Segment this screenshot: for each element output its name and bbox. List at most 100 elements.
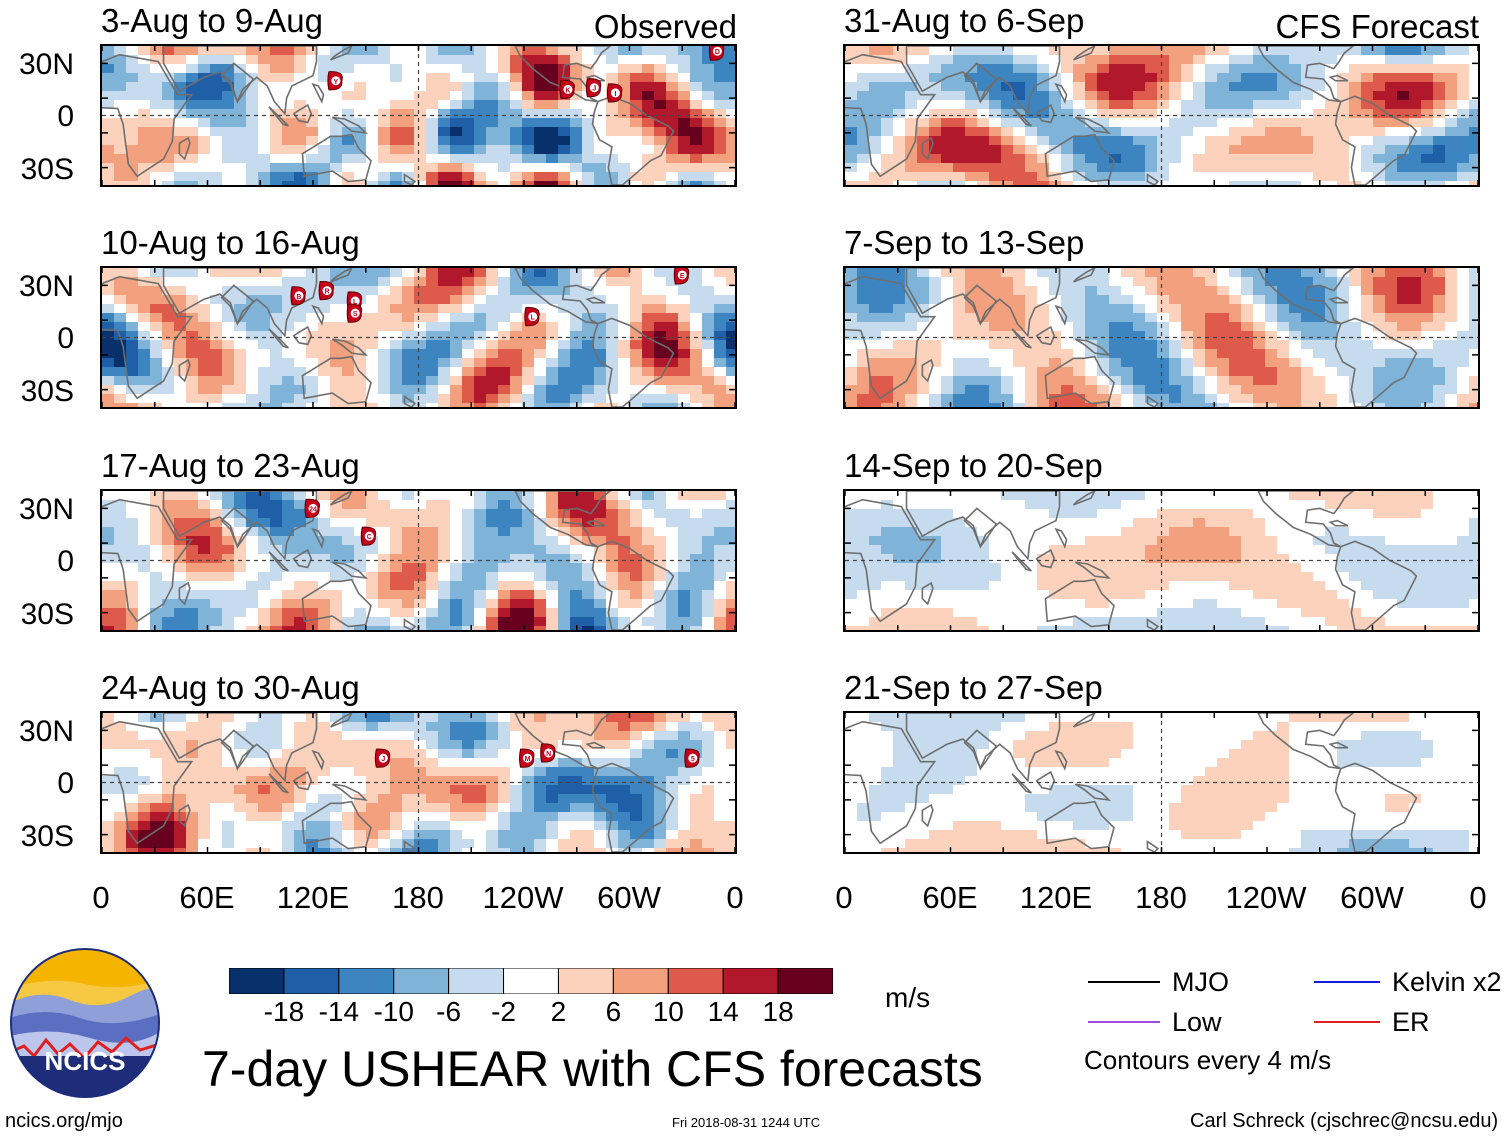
shear-map: J M N 5 <box>102 713 735 852</box>
contour-note: Contours every 4 m/s <box>1084 1045 1332 1075</box>
panel-title-obs2: 10-Aug to 16-Aug <box>101 224 360 261</box>
panel-fc4 <box>843 711 1480 854</box>
coastline <box>162 713 318 783</box>
storm-marker: C <box>360 526 377 546</box>
coastline <box>921 136 934 161</box>
coastline <box>1054 304 1068 326</box>
storm-label: M <box>525 756 531 763</box>
coastline <box>1035 548 1056 569</box>
coastline <box>1044 800 1115 850</box>
website-link[interactable]: ncics.org/mjo <box>5 1110 123 1132</box>
coastline <box>1011 106 1032 127</box>
coastline <box>1054 82 1068 104</box>
ytick-30s: 30S <box>20 598 74 631</box>
xtick-120w: 120W <box>482 880 564 915</box>
legend-er-line <box>1314 1021 1380 1023</box>
ytick-30n: 30N <box>18 48 74 81</box>
shear-map <box>845 713 1478 852</box>
coastline <box>1073 46 1096 61</box>
coastline <box>845 720 937 845</box>
storm-marker: E <box>673 268 690 285</box>
coastline <box>1035 770 1056 791</box>
storm-label: L <box>353 299 358 306</box>
ytick-0: 0 <box>57 100 74 133</box>
main-title: 7-day USHEAR with CFS forecasts <box>202 1041 983 1097</box>
coastline <box>311 82 325 104</box>
xtick-180: 180 <box>392 880 444 915</box>
coastline <box>220 507 255 549</box>
ytick-30s: 30S <box>20 153 74 186</box>
observed-label: Observed <box>593 8 737 45</box>
ytick-30n: 30N <box>18 493 74 526</box>
coastline <box>1074 783 1111 801</box>
colorbar-label: -18 <box>263 996 305 1027</box>
coastline <box>311 304 325 326</box>
coastline <box>292 770 313 791</box>
coastline <box>514 713 612 770</box>
coastlines <box>845 491 1418 630</box>
shear-field <box>845 713 1478 852</box>
colorbar-swatch <box>393 968 450 994</box>
coastline <box>591 762 675 852</box>
coastline <box>963 729 998 771</box>
coastline <box>1054 749 1068 771</box>
legend-kelvin-line <box>1314 981 1380 983</box>
coastline <box>905 491 1061 561</box>
coastlines <box>102 713 675 852</box>
panel-obs3: 24 C <box>100 489 737 632</box>
storm-marker: I <box>606 83 623 103</box>
ytick-30n: 30N <box>18 270 74 303</box>
coastline <box>591 95 675 185</box>
coastline <box>591 317 675 407</box>
coastline <box>403 840 417 852</box>
xtick-0-end: 0 <box>1469 880 1487 915</box>
storm-label: I <box>614 91 616 98</box>
coastline <box>1328 519 1349 527</box>
xtick-180: 180 <box>1135 880 1187 915</box>
colorbar-swatch <box>667 968 724 994</box>
storm-marker: 24 <box>304 498 320 518</box>
coastline <box>102 498 194 623</box>
coastline <box>268 551 289 572</box>
coastline <box>301 800 372 850</box>
storm-label: K <box>565 87 570 94</box>
coastline <box>102 275 194 400</box>
coastline <box>1334 762 1418 852</box>
xtick-120e: 120E <box>276 880 350 915</box>
colorbar-label: 10 <box>652 996 684 1027</box>
legend-mjo-label: MJO <box>1172 967 1229 997</box>
coastline <box>178 581 191 606</box>
coastlines <box>845 713 1418 852</box>
colorbar-swatch <box>557 968 614 994</box>
panel-title-obs4: 24-Aug to 30-Aug <box>101 669 360 706</box>
coastline <box>403 173 417 185</box>
coastline <box>162 46 318 116</box>
xtick-120w: 120W <box>1225 880 1307 915</box>
panel-obs1: Y K J I D <box>100 44 737 187</box>
legend-low-line <box>1088 1021 1160 1023</box>
colorbar-swatch <box>448 968 505 994</box>
colorbar-label: -2 <box>491 996 516 1027</box>
coastline <box>1073 713 1096 728</box>
colorbar-swatch <box>503 968 559 994</box>
storm-label: 24 <box>309 506 317 513</box>
coastline <box>1011 551 1032 572</box>
storm-marker: R <box>318 281 335 301</box>
storm-label: L <box>531 315 536 322</box>
coastline <box>963 284 998 326</box>
storm-marker: 5 <box>684 748 700 768</box>
coastline <box>102 53 194 178</box>
coastline <box>591 540 675 630</box>
coastline <box>331 561 368 579</box>
coastline <box>1011 773 1032 794</box>
colorbar-units: m/s <box>885 982 931 1013</box>
ytick-0: 0 <box>57 767 74 800</box>
panel-obs4: J M N 5 <box>100 711 737 854</box>
storm-marker: N <box>540 743 556 763</box>
coastline <box>845 53 937 178</box>
coastline <box>292 325 313 346</box>
colorbar-label: 14 <box>707 996 739 1027</box>
coastline <box>585 519 606 527</box>
xtick-60w: 60W <box>597 880 661 915</box>
